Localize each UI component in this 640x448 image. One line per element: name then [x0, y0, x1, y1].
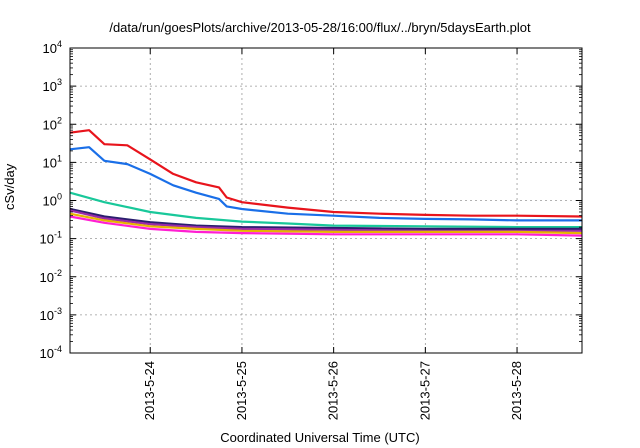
y-tick-label: 103 [43, 77, 62, 94]
y-tick-label: 100 [43, 192, 62, 209]
y-tick-label: 10-3 [40, 306, 62, 323]
x-tick-label: 2013-5-26 [326, 361, 341, 420]
x-axis-label: Coordinated Universal Time (UTC) [220, 430, 420, 445]
y-tick-label: 102 [43, 115, 62, 132]
grid [70, 48, 582, 353]
y-tick-label: 10-4 [40, 344, 62, 361]
x-tick-label: 2013-5-24 [142, 361, 157, 420]
x-tick-label: 2013-5-28 [509, 361, 524, 420]
y-tick-label: 10-2 [40, 268, 62, 285]
ticks: 10-4 10-3 10-2 10-1 100 101 102 103 104 2013-5-24… [40, 39, 582, 420]
series-line-1 [69, 129, 583, 218]
series-group [69, 129, 583, 237]
x-tick-label: 2013-5-25 [234, 361, 249, 420]
series-line-3 [69, 191, 582, 229]
series-line-4 [69, 207, 582, 230]
chart-title: /data/run/goesPlots/archive/2013-05-28/1… [109, 20, 531, 35]
y-tick-label: 101 [43, 153, 62, 170]
series-line-2 [69, 146, 582, 222]
y-tick-label: 10-1 [40, 230, 62, 247]
series-line-7 [69, 215, 583, 237]
series-line-6 [69, 212, 583, 235]
x-tick-label: 2013-5-27 [417, 361, 432, 420]
y-tick-label: 104 [43, 39, 62, 56]
